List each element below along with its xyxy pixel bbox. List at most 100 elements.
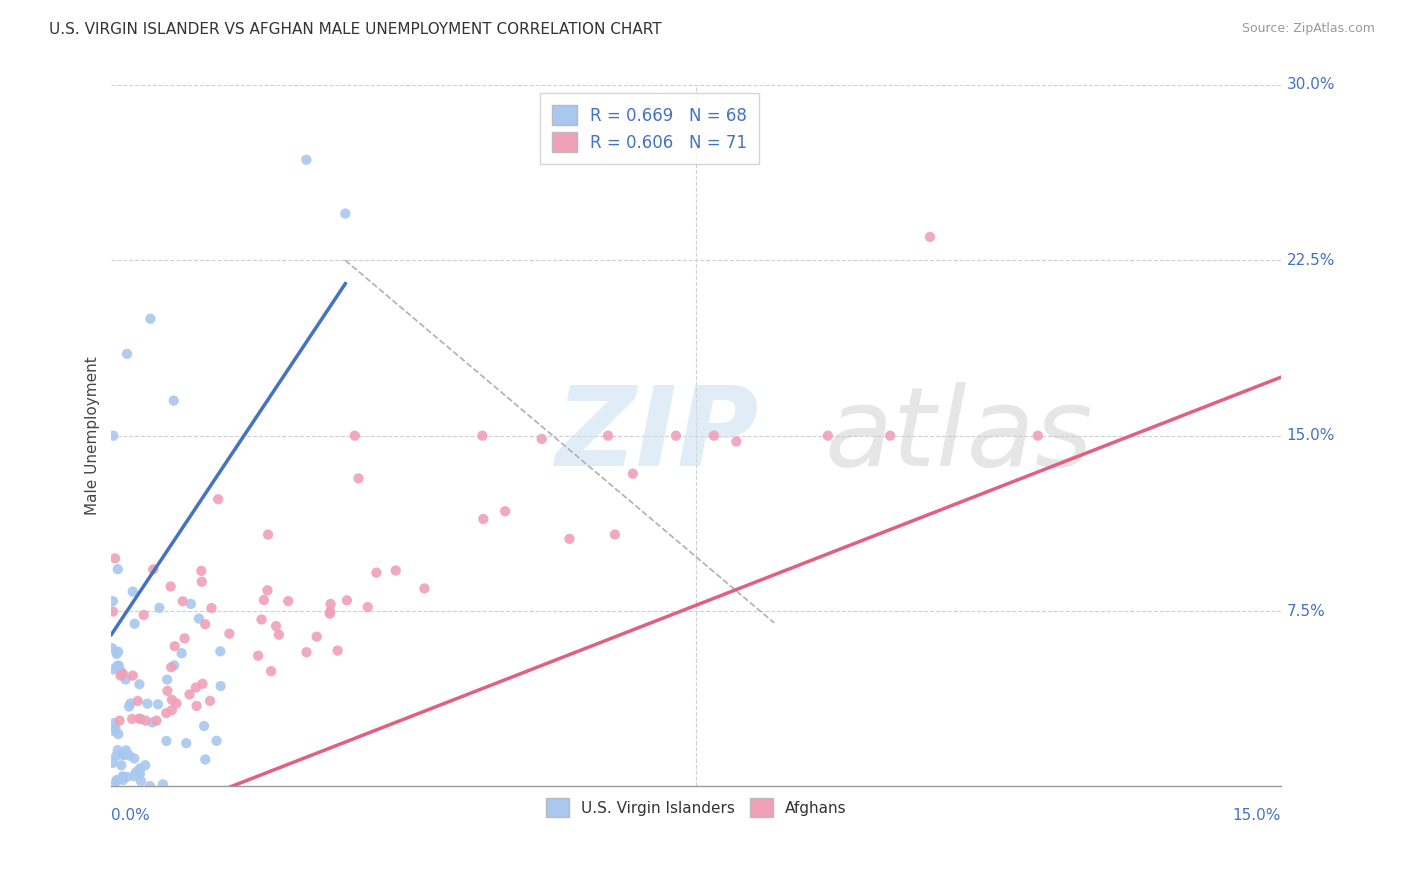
Point [104, 777, 127, 791]
Point [128, 677, 150, 691]
Point [267, 628, 290, 642]
Point [305, 630, 328, 644]
Text: atlas: atlas [825, 382, 1094, 489]
Point [142, 562, 165, 576]
Point [160, 692, 183, 706]
Point [107, 645, 129, 659]
Text: 15.0%: 15.0% [1286, 428, 1336, 443]
Point [155, 706, 177, 721]
Point [105, 773, 128, 788]
Point [336, 593, 359, 607]
Point [110, 758, 132, 772]
Point [121, 712, 143, 726]
Point [343, 428, 366, 442]
Point [218, 626, 240, 640]
Point [194, 617, 217, 632]
Point [145, 714, 167, 728]
Point [101, 662, 124, 676]
Point [128, 712, 150, 726]
Point [186, 698, 208, 713]
Point [139, 779, 162, 793]
Point [347, 471, 370, 485]
Point [160, 660, 183, 674]
Point [191, 574, 214, 589]
Point [205, 734, 228, 748]
Text: U.S. VIRGIN ISLANDER VS AFGHAN MALE UNEMPLOYMENT CORRELATION CHART: U.S. VIRGIN ISLANDER VS AFGHAN MALE UNEM… [49, 22, 662, 37]
Point [163, 639, 186, 653]
Point [115, 743, 138, 757]
Point [319, 607, 342, 621]
Point [621, 467, 644, 481]
Point [163, 658, 186, 673]
Point [124, 751, 146, 765]
Point [166, 697, 188, 711]
Point [127, 694, 149, 708]
Point [191, 677, 214, 691]
Point [141, 715, 163, 730]
Point [472, 512, 495, 526]
Point [105, 749, 128, 764]
Point [110, 668, 132, 682]
Point [174, 736, 197, 750]
Point [357, 600, 380, 615]
Point [132, 607, 155, 622]
Point [107, 562, 129, 576]
Point [471, 428, 494, 442]
Point [253, 593, 276, 607]
Point [494, 504, 516, 518]
Point [250, 612, 273, 626]
Point [105, 647, 128, 661]
Point [277, 594, 299, 608]
Point [101, 605, 124, 619]
Point [136, 697, 159, 711]
Point [198, 694, 221, 708]
Point [194, 752, 217, 766]
Point [817, 428, 839, 442]
Point [413, 582, 436, 596]
Point [558, 532, 581, 546]
Point [193, 719, 215, 733]
Point [190, 564, 212, 578]
Text: 22.5%: 22.5% [1286, 252, 1336, 268]
Point [120, 697, 142, 711]
Text: Source: ZipAtlas.com: Source: ZipAtlas.com [1241, 22, 1375, 36]
Point [665, 428, 688, 442]
Point [200, 601, 222, 615]
Point [160, 703, 183, 717]
Point [146, 698, 169, 712]
Point [129, 712, 152, 726]
Point [135, 714, 157, 728]
Point [319, 605, 342, 619]
Point [124, 616, 146, 631]
Point [121, 584, 143, 599]
Point [173, 632, 195, 646]
Point [207, 492, 229, 507]
Text: 15.0%: 15.0% [1233, 807, 1281, 822]
Point [139, 311, 162, 326]
Point [155, 734, 177, 748]
Point [209, 679, 232, 693]
Point [209, 644, 232, 658]
Text: 0.0%: 0.0% [111, 807, 150, 822]
Point [103, 716, 125, 731]
Point [101, 756, 124, 770]
Point [326, 643, 349, 657]
Point [879, 428, 901, 442]
Text: 7.5%: 7.5% [1286, 604, 1326, 618]
Point [152, 777, 174, 791]
Point [179, 687, 201, 701]
Point [107, 743, 129, 757]
Point [703, 428, 725, 442]
Point [295, 153, 318, 167]
Point [118, 748, 141, 763]
Point [108, 658, 131, 673]
Point [319, 597, 342, 611]
Point [105, 658, 128, 673]
Point [247, 648, 270, 663]
Point [148, 600, 170, 615]
Point [156, 683, 179, 698]
Point [122, 769, 145, 783]
Point [108, 714, 131, 728]
Point [128, 767, 150, 781]
Point [603, 527, 626, 541]
